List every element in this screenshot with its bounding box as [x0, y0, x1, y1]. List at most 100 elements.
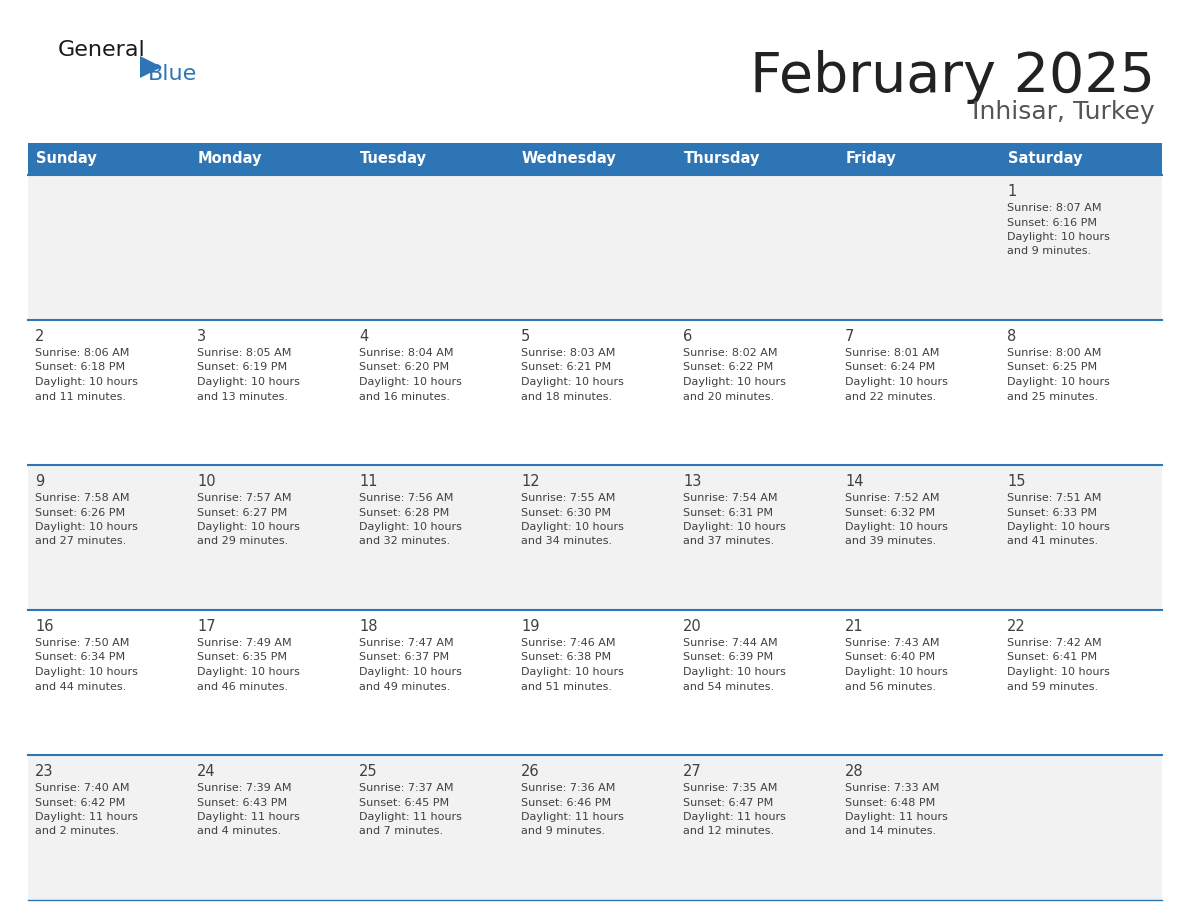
- Text: Daylight: 10 hours: Daylight: 10 hours: [34, 377, 138, 387]
- Text: and 14 minutes.: and 14 minutes.: [845, 826, 936, 836]
- Text: Daylight: 11 hours: Daylight: 11 hours: [359, 812, 462, 822]
- Text: Tuesday: Tuesday: [360, 151, 426, 166]
- Text: 15: 15: [1007, 474, 1025, 489]
- Text: Sunrise: 8:01 AM: Sunrise: 8:01 AM: [845, 348, 940, 358]
- Text: Daylight: 10 hours: Daylight: 10 hours: [359, 377, 462, 387]
- Text: Blue: Blue: [148, 64, 197, 84]
- Text: February 2025: February 2025: [750, 50, 1155, 104]
- Bar: [29, 143, 1162, 175]
- Text: and 49 minutes.: and 49 minutes.: [359, 681, 450, 691]
- Text: Daylight: 10 hours: Daylight: 10 hours: [359, 522, 462, 532]
- Text: Friday: Friday: [846, 151, 897, 166]
- Text: and 41 minutes.: and 41 minutes.: [1007, 536, 1098, 546]
- Text: Sunrise: 8:02 AM: Sunrise: 8:02 AM: [683, 348, 777, 358]
- Text: Sunrise: 7:49 AM: Sunrise: 7:49 AM: [197, 638, 291, 648]
- Text: Sunset: 6:25 PM: Sunset: 6:25 PM: [1007, 363, 1098, 373]
- Text: Sunrise: 8:03 AM: Sunrise: 8:03 AM: [522, 348, 615, 358]
- Text: and 34 minutes.: and 34 minutes.: [522, 536, 612, 546]
- Bar: [29, 610, 1162, 755]
- Text: Sunrise: 7:44 AM: Sunrise: 7:44 AM: [683, 638, 778, 648]
- Text: Sunset: 6:33 PM: Sunset: 6:33 PM: [1007, 508, 1097, 518]
- Text: Sunrise: 7:54 AM: Sunrise: 7:54 AM: [683, 493, 777, 503]
- Text: Daylight: 11 hours: Daylight: 11 hours: [522, 812, 624, 822]
- Text: Sunrise: 7:58 AM: Sunrise: 7:58 AM: [34, 493, 129, 503]
- Text: Sunrise: 7:46 AM: Sunrise: 7:46 AM: [522, 638, 615, 648]
- Text: Daylight: 10 hours: Daylight: 10 hours: [1007, 667, 1110, 677]
- Text: Sunset: 6:46 PM: Sunset: 6:46 PM: [522, 798, 611, 808]
- Bar: [29, 175, 1162, 320]
- Text: 24: 24: [197, 764, 216, 779]
- Text: General: General: [58, 40, 146, 60]
- Text: Sunrise: 7:33 AM: Sunrise: 7:33 AM: [845, 783, 940, 793]
- Text: and 39 minutes.: and 39 minutes.: [845, 536, 936, 546]
- Text: 21: 21: [845, 619, 864, 634]
- Text: Sunrise: 7:36 AM: Sunrise: 7:36 AM: [522, 783, 615, 793]
- Text: and 25 minutes.: and 25 minutes.: [1007, 391, 1098, 401]
- Text: 22: 22: [1007, 619, 1025, 634]
- Text: Sunset: 6:35 PM: Sunset: 6:35 PM: [197, 653, 287, 663]
- Text: and 44 minutes.: and 44 minutes.: [34, 681, 126, 691]
- Text: Sunday: Sunday: [36, 151, 96, 166]
- Text: Daylight: 11 hours: Daylight: 11 hours: [683, 812, 786, 822]
- Text: Daylight: 11 hours: Daylight: 11 hours: [197, 812, 299, 822]
- Text: Sunset: 6:18 PM: Sunset: 6:18 PM: [34, 363, 125, 373]
- Text: 28: 28: [845, 764, 864, 779]
- Text: and 56 minutes.: and 56 minutes.: [845, 681, 936, 691]
- Text: Daylight: 10 hours: Daylight: 10 hours: [1007, 232, 1110, 242]
- Text: Daylight: 10 hours: Daylight: 10 hours: [34, 522, 138, 532]
- Text: Thursday: Thursday: [684, 151, 760, 166]
- Text: 27: 27: [683, 764, 702, 779]
- Text: Sunrise: 8:07 AM: Sunrise: 8:07 AM: [1007, 203, 1101, 213]
- Polygon shape: [140, 56, 162, 78]
- Text: Sunrise: 7:43 AM: Sunrise: 7:43 AM: [845, 638, 940, 648]
- Text: and 20 minutes.: and 20 minutes.: [683, 391, 775, 401]
- Text: and 9 minutes.: and 9 minutes.: [1007, 247, 1091, 256]
- Text: Sunset: 6:21 PM: Sunset: 6:21 PM: [522, 363, 611, 373]
- Text: and 27 minutes.: and 27 minutes.: [34, 536, 126, 546]
- Text: Daylight: 11 hours: Daylight: 11 hours: [34, 812, 138, 822]
- Text: 18: 18: [359, 619, 378, 634]
- Text: Sunset: 6:38 PM: Sunset: 6:38 PM: [522, 653, 611, 663]
- Text: Sunset: 6:47 PM: Sunset: 6:47 PM: [683, 798, 773, 808]
- Text: Sunset: 6:34 PM: Sunset: 6:34 PM: [34, 653, 125, 663]
- Text: Daylight: 10 hours: Daylight: 10 hours: [34, 667, 138, 677]
- Text: Sunset: 6:37 PM: Sunset: 6:37 PM: [359, 653, 449, 663]
- Text: 4: 4: [359, 329, 368, 344]
- Text: 25: 25: [359, 764, 378, 779]
- Text: Sunrise: 7:57 AM: Sunrise: 7:57 AM: [197, 493, 291, 503]
- Text: 20: 20: [683, 619, 702, 634]
- Text: and 37 minutes.: and 37 minutes.: [683, 536, 775, 546]
- Text: 1: 1: [1007, 184, 1016, 199]
- Text: and 22 minutes.: and 22 minutes.: [845, 391, 936, 401]
- Text: Daylight: 11 hours: Daylight: 11 hours: [845, 812, 948, 822]
- Text: 23: 23: [34, 764, 53, 779]
- Text: Sunrise: 7:55 AM: Sunrise: 7:55 AM: [522, 493, 615, 503]
- Text: 7: 7: [845, 329, 854, 344]
- Text: Sunset: 6:42 PM: Sunset: 6:42 PM: [34, 798, 125, 808]
- Text: and 4 minutes.: and 4 minutes.: [197, 826, 282, 836]
- Text: Sunrise: 8:04 AM: Sunrise: 8:04 AM: [359, 348, 454, 358]
- Text: Daylight: 10 hours: Daylight: 10 hours: [845, 667, 948, 677]
- Text: and 59 minutes.: and 59 minutes.: [1007, 681, 1098, 691]
- Text: and 16 minutes.: and 16 minutes.: [359, 391, 450, 401]
- Text: Sunset: 6:40 PM: Sunset: 6:40 PM: [845, 653, 935, 663]
- Text: Sunset: 6:24 PM: Sunset: 6:24 PM: [845, 363, 935, 373]
- Text: Daylight: 10 hours: Daylight: 10 hours: [1007, 377, 1110, 387]
- Text: Daylight: 10 hours: Daylight: 10 hours: [359, 667, 462, 677]
- Text: Sunset: 6:48 PM: Sunset: 6:48 PM: [845, 798, 935, 808]
- Text: and 12 minutes.: and 12 minutes.: [683, 826, 775, 836]
- Text: 16: 16: [34, 619, 53, 634]
- Text: Sunset: 6:20 PM: Sunset: 6:20 PM: [359, 363, 449, 373]
- Text: Sunset: 6:31 PM: Sunset: 6:31 PM: [683, 508, 773, 518]
- Text: Inhisar, Turkey: Inhisar, Turkey: [972, 100, 1155, 124]
- Text: Sunset: 6:41 PM: Sunset: 6:41 PM: [1007, 653, 1098, 663]
- Text: Saturday: Saturday: [1007, 151, 1082, 166]
- Text: Daylight: 10 hours: Daylight: 10 hours: [197, 377, 299, 387]
- Text: 3: 3: [197, 329, 207, 344]
- Text: 9: 9: [34, 474, 44, 489]
- Text: and 11 minutes.: and 11 minutes.: [34, 391, 126, 401]
- Text: and 13 minutes.: and 13 minutes.: [197, 391, 287, 401]
- Text: Daylight: 10 hours: Daylight: 10 hours: [522, 522, 624, 532]
- Text: 5: 5: [522, 329, 530, 344]
- Text: Sunset: 6:19 PM: Sunset: 6:19 PM: [197, 363, 287, 373]
